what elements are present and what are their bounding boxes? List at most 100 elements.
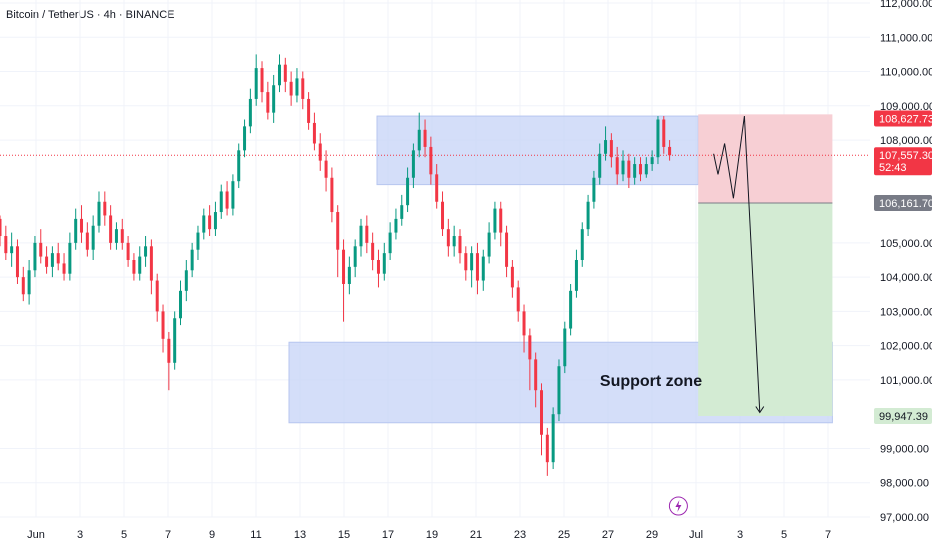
candle-body: [644, 164, 648, 175]
candle-body: [295, 78, 299, 96]
y-tick-label: 104,000.00: [880, 272, 932, 284]
candle-body: [545, 434, 549, 463]
candle-body: [627, 160, 631, 178]
candle-body: [353, 246, 357, 267]
candle-body: [441, 201, 445, 230]
candle-body: [592, 177, 596, 202]
candle-body: [307, 98, 311, 123]
y-tick-label: 110,000.00: [880, 67, 932, 79]
candle-body: [505, 232, 509, 267]
x-tick-label: Jun: [27, 529, 45, 541]
y-tick-label: 97,000.00: [880, 512, 929, 524]
candle-body: [202, 215, 206, 233]
support-zone-label: Support zone: [600, 373, 702, 390]
candle-body: [114, 229, 118, 243]
candle-body: [650, 157, 654, 165]
candle-body: [557, 366, 561, 415]
x-tick-label: 7: [825, 529, 831, 541]
candle-body: [167, 338, 171, 363]
candle-body: [68, 242, 72, 274]
candle-body: [423, 129, 427, 147]
candle-body: [574, 260, 578, 291]
candle-body: [394, 218, 398, 233]
candle-body: [266, 92, 270, 113]
projection-arrow-head: [755, 406, 765, 414]
price-countdown: 52:43: [879, 162, 907, 174]
price-label: 99,947.39: [879, 411, 928, 423]
candle-body: [417, 129, 421, 151]
price-label-bg: [874, 147, 932, 176]
candle-body: [283, 64, 287, 82]
candle-body: [464, 253, 468, 271]
candle-body: [231, 181, 235, 209]
position-target-box: [698, 203, 833, 417]
candle-body: [406, 177, 410, 206]
candle-body: [365, 225, 369, 243]
candle-body: [4, 236, 8, 254]
candle-body: [633, 164, 637, 178]
x-tick-label: 9: [209, 529, 215, 541]
candle-body: [103, 201, 107, 216]
candle-body: [21, 277, 25, 295]
x-tick-label: 11: [250, 529, 261, 541]
candle-body: [540, 390, 544, 435]
price-label-bg: [874, 408, 932, 425]
candle-body: [330, 177, 334, 213]
candle-body: [580, 229, 584, 260]
candle-body: [312, 122, 316, 144]
candle-body: [435, 174, 439, 202]
candle-body: [615, 157, 619, 175]
projection-path: [713, 116, 761, 413]
candle-body: [213, 212, 217, 230]
candle-body: [551, 414, 555, 463]
candle-body: [528, 335, 532, 360]
candle-body: [563, 328, 567, 367]
y-tick-label: 99,000.00: [880, 443, 929, 455]
candle-body: [475, 253, 479, 281]
candle-body: [120, 229, 124, 243]
candle-body: [161, 311, 165, 339]
candle-body: [569, 290, 573, 329]
x-tick-label: Jul: [689, 529, 703, 541]
candle-body: [45, 256, 49, 267]
price-label-bg: [874, 195, 932, 212]
candle-body: [91, 225, 95, 250]
candle-body: [254, 68, 258, 99]
x-tick-label: 23: [514, 529, 526, 541]
y-tick-label: 103,000.00: [880, 306, 932, 318]
candle-body: [342, 249, 346, 284]
candle-body: [487, 232, 491, 257]
x-tick-label: 3: [737, 529, 743, 541]
candle-body: [522, 311, 526, 336]
chart-title: Bitcoin / TetherUS · 4h · BINANCE: [6, 9, 175, 21]
candle-body: [668, 146, 672, 156]
candle-body: [190, 249, 194, 271]
y-tick-label: 112,000.00: [880, 0, 932, 10]
x-tick-label: 7: [165, 529, 171, 541]
x-tick-label: 13: [294, 529, 306, 541]
candle-body: [126, 242, 130, 260]
y-tick-label: 109,000.00: [880, 101, 932, 113]
candle-body: [598, 153, 602, 178]
candle-body: [50, 253, 54, 267]
y-tick-label: 101,000.00: [880, 375, 932, 387]
candle-body: [429, 146, 433, 175]
candle-body: [144, 246, 148, 257]
candle-body: [656, 119, 660, 158]
candle-body: [481, 256, 485, 281]
x-tick-label: 3: [77, 529, 83, 541]
x-tick-label: 21: [470, 529, 482, 541]
candle-body: [10, 246, 14, 254]
candle-body: [301, 78, 305, 99]
lightning-bolt: [675, 500, 682, 512]
candle-body: [74, 218, 78, 243]
candle-body: [27, 270, 31, 295]
candle-body: [662, 119, 666, 147]
candle-body: [196, 232, 200, 250]
candle-body: [534, 359, 538, 391]
candle-body: [446, 229, 450, 247]
candle-body: [638, 164, 642, 175]
candle-body: [155, 280, 159, 312]
